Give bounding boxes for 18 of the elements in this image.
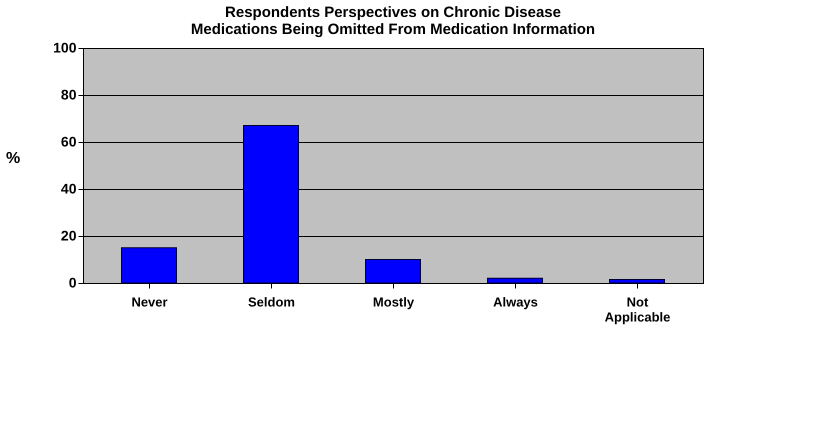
bar [487,278,543,284]
y-tick-label: 0 [68,274,77,290]
y-tick-label: 20 [60,228,77,244]
y-tick-label: 100 [53,40,77,56]
bar [365,259,421,284]
y-axis-title: % [6,150,20,167]
x-tick-label: Never [131,294,168,310]
y-tick-label: 60 [60,134,77,150]
x-tick-label: Seldom [248,294,295,310]
x-tick-label: Always [493,294,538,310]
x-tick-label: Mostly [372,294,415,310]
bar [609,278,665,284]
y-tick-label: 40 [60,180,77,196]
bar [121,247,177,284]
x-tick-label: Not Applicable [604,294,670,324]
chart-title: Respondents Perspectives on Chronic Disease Medications Being Omitted From Medication Information [190,4,596,38]
bar [243,125,299,284]
y-tick-label: 80 [60,86,77,102]
